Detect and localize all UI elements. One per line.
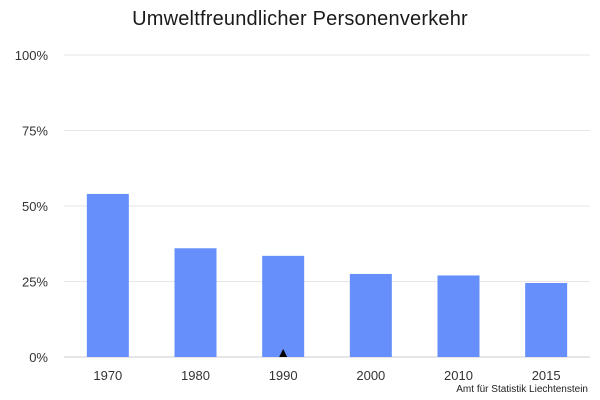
- source-note: Amt für Statistik Liechtenstein: [456, 384, 588, 395]
- bar-1980: [174, 248, 217, 357]
- y-tick-label: 100%: [15, 48, 49, 63]
- x-tick-label: 2010: [444, 368, 473, 383]
- triangle-marker: [279, 349, 288, 357]
- x-tick-label: 1990: [269, 368, 298, 383]
- x-tick-label: 2015: [532, 368, 561, 383]
- x-tick-label: 1980: [181, 368, 210, 383]
- bar-2010: [437, 275, 480, 357]
- y-tick-label: 50%: [22, 199, 48, 214]
- y-gridlines: [64, 54, 590, 358]
- bar-1990: [262, 255, 305, 357]
- y-tick-label: 25%: [22, 275, 48, 290]
- y-tick-label: 0%: [29, 350, 48, 365]
- y-tick-label: 75%: [22, 124, 48, 139]
- bar-1970: [86, 193, 129, 357]
- y-tick-labels: 0% 25% 50% 75% 100%: [15, 48, 49, 365]
- bars: [86, 193, 568, 357]
- x-tick-label: 2000: [356, 368, 385, 383]
- markers: [279, 349, 288, 357]
- x-tick-labels: 1970 1980 1990 2000 2010 2015: [93, 368, 560, 383]
- chart-title: Umweltfreundlicher Personenverkehr: [132, 8, 468, 30]
- x-tick-label: 1970: [93, 368, 122, 383]
- bar-2015: [525, 283, 568, 357]
- bar-2000: [349, 273, 392, 357]
